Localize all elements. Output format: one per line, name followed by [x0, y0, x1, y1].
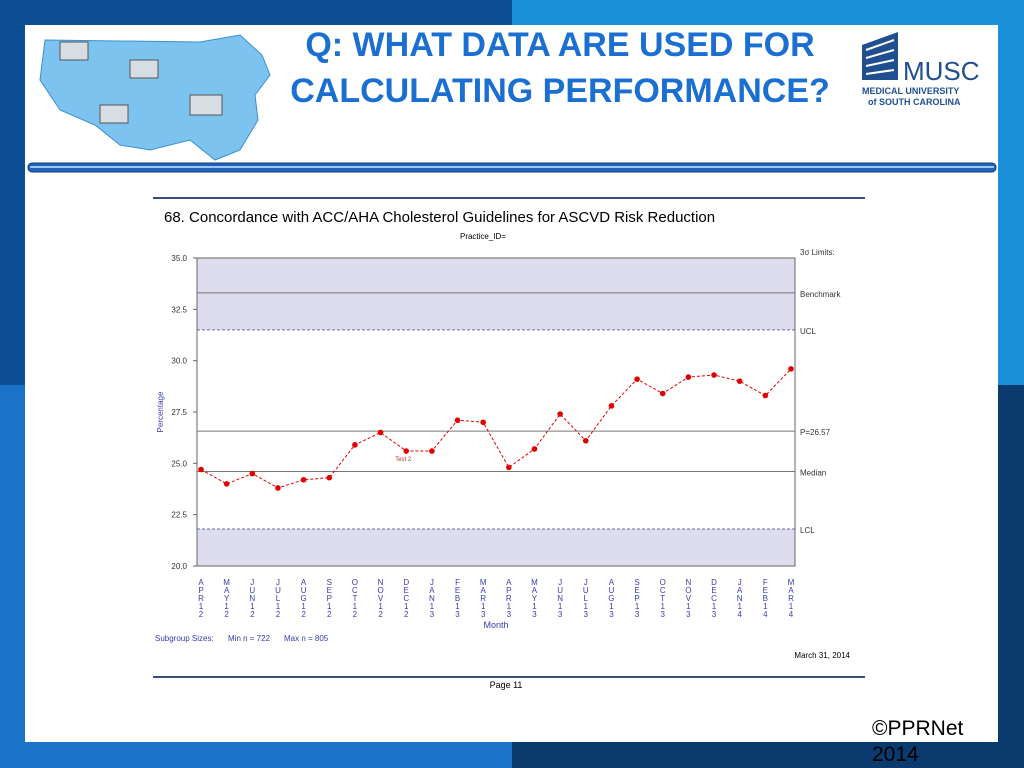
data-point [531, 446, 538, 452]
x-tick-label: APR12 [197, 578, 206, 618]
data-point [429, 448, 435, 454]
series-line [200, 368, 792, 489]
x-tick-label: AUG12 [299, 578, 308, 618]
x-tick-label: FEB14 [761, 578, 770, 618]
x-tick-label: DEC12 [402, 578, 411, 618]
x-tick-label: JUL13 [581, 578, 590, 618]
bottom-bar [512, 742, 998, 768]
map [39, 34, 271, 161]
data-point [454, 417, 461, 424]
data-point [377, 429, 384, 436]
data-point [557, 411, 563, 417]
x-tick-label: JAN14 [735, 578, 744, 618]
laptop-icon [129, 59, 159, 79]
subgroup-label: Subgroup Sizes: [155, 634, 214, 643]
y-tick-label: 22.5 [171, 511, 187, 520]
data-point [326, 474, 333, 481]
reference-label: P=26.57 [800, 428, 831, 437]
reference-label: LCL [800, 526, 815, 535]
data-point [762, 392, 769, 399]
x-tick-label: JAN13 [427, 578, 436, 618]
data-point [634, 376, 640, 382]
x-tick-label: APR13 [504, 578, 513, 618]
y-tick-label: 27.5 [171, 408, 187, 417]
reference-label: Median [800, 469, 826, 478]
y-tick-label: 30.0 [171, 357, 187, 366]
copyright: ©PPRNet 2014 [872, 717, 964, 766]
reference-label: Benchmark [800, 290, 841, 299]
data-point [711, 372, 717, 378]
below-lcl-zone [197, 529, 795, 566]
chart-subtitle: Practice_ID= [460, 232, 506, 241]
y-tick-label: 20.0 [171, 562, 187, 571]
logo-line: of SOUTH CAROLINA [868, 97, 961, 107]
x-axis-label: Month [483, 620, 508, 630]
logo: MUSC MEDICAL UNIVERSITY of SOUTH CAROLIN… [862, 32, 980, 107]
above-ucl-zone [197, 258, 795, 330]
y-axis-label: Percentage [156, 391, 165, 432]
max-n: Max n = 805 [284, 634, 329, 643]
y-tick-label: 35.0 [171, 254, 187, 263]
data-point [198, 466, 204, 473]
logo-line: MEDICAL UNIVERSITY [862, 86, 959, 96]
data-point [608, 403, 615, 409]
report-date: March 31, 2014 [794, 651, 850, 660]
data-point [506, 464, 512, 471]
background-accent [998, 385, 1024, 768]
x-tick-label: SEP12 [325, 578, 334, 618]
x-tick-label: SEP13 [633, 578, 642, 618]
header-divider-shine [30, 166, 994, 168]
bottom-bar [25, 742, 512, 768]
x-tick-label: MAR14 [787, 578, 796, 618]
min-n: Min n = 722 [228, 634, 271, 643]
page-number: Page 11 [490, 680, 523, 690]
reference-label: UCL [800, 327, 817, 336]
x-tick-label: OCT12 [350, 578, 359, 618]
x-tick-label: MAR13 [479, 578, 488, 618]
data-point [403, 448, 410, 454]
data-point [223, 481, 230, 487]
x-tick-label: JUN12 [248, 578, 257, 618]
logo-name: MUSC [903, 56, 980, 86]
chart-title: 68. Concordance with ACC/AHA Cholesterol… [164, 209, 715, 226]
data-point [249, 470, 256, 477]
x-tick-label: NOV12 [376, 578, 385, 618]
data-point [480, 419, 486, 426]
x-tick-label: FEB13 [453, 578, 462, 618]
data-point [788, 366, 794, 372]
laptop-icon [99, 104, 129, 124]
x-tick-label: MAY12 [222, 578, 231, 618]
laptop-icon [59, 41, 89, 61]
limits-label: 3σ Limits: [800, 248, 835, 257]
background-accent [0, 385, 25, 768]
data-point [659, 390, 666, 397]
x-tick-label: JUN13 [556, 578, 565, 618]
x-tick-label: JUL12 [273, 578, 282, 618]
slide-title: Q: WHAT DATA ARE USED FOR CALCULATING PE… [290, 26, 830, 110]
x-tick-label: OCT13 [658, 578, 667, 618]
data-point [300, 476, 307, 483]
y-tick-label: 32.5 [171, 305, 187, 314]
data-point [685, 374, 692, 380]
annotation: Test 2 [395, 457, 412, 463]
data-point [582, 437, 589, 444]
content-panel [25, 25, 998, 742]
data-point [352, 442, 358, 448]
x-tick-label: AUG13 [607, 578, 616, 618]
x-tick-label: MAY13 [530, 578, 539, 618]
data-point [736, 378, 743, 385]
y-tick-label: 25.0 [171, 459, 187, 468]
x-tick-label: NOV13 [684, 578, 693, 618]
x-tick-label: DEC13 [710, 578, 719, 618]
laptop-icon [189, 94, 223, 116]
data-point [275, 485, 281, 491]
